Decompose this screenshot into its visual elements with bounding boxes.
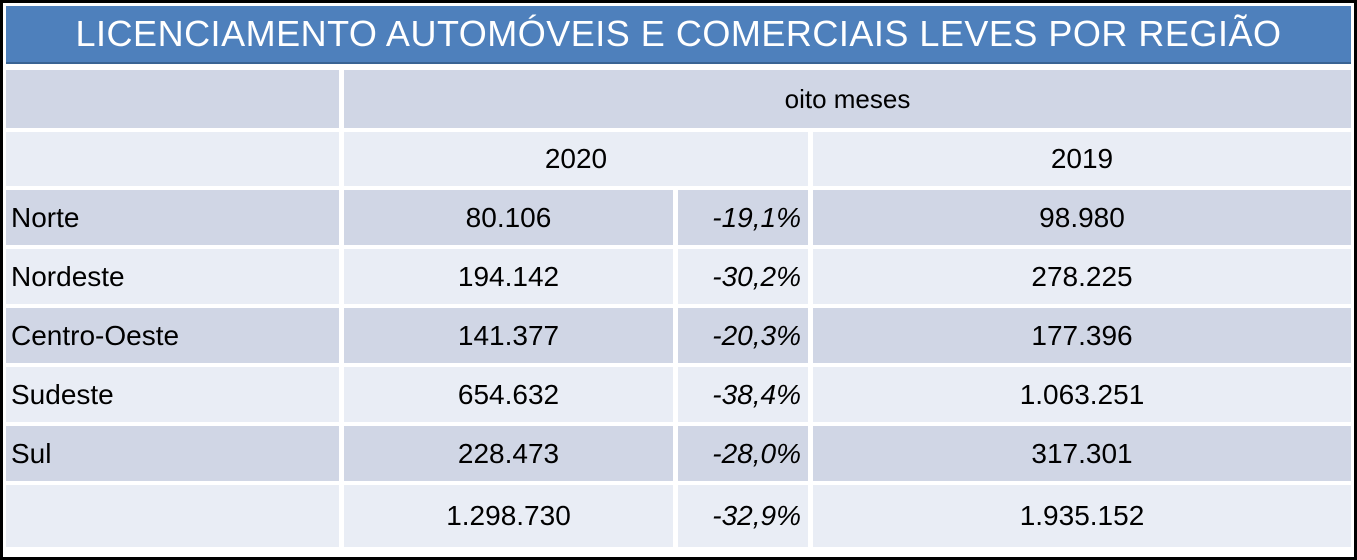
variation-pct-cell: -19,1%	[678, 190, 808, 245]
value-2019-cell: 317.301	[813, 426, 1351, 481]
variation-pct-cell: -30,2%	[678, 249, 808, 304]
value-2019-cell: 1.063.251	[813, 367, 1351, 422]
corner-cell	[6, 70, 339, 128]
value-2019-cell: 98.980	[813, 190, 1351, 245]
value-2020-cell: 141.377	[344, 308, 673, 363]
variation-pct-cell: -38,4%	[678, 367, 808, 422]
value-2020-cell: 80.106	[344, 190, 673, 245]
group-header-cell: oito meses	[344, 70, 1351, 128]
licensing-table: oito meses 2020 2019 Norte 80.106 -19,1%…	[6, 70, 1351, 547]
variation-pct-cell: -20,3%	[678, 308, 808, 363]
region-cell: Norte	[6, 190, 339, 245]
value-2020-cell: 194.142	[344, 249, 673, 304]
region-cell-total	[6, 485, 339, 547]
region-cell: Centro-Oeste	[6, 308, 339, 363]
value-2019-cell: 177.396	[813, 308, 1351, 363]
variation-pct-cell: -28,0%	[678, 426, 808, 481]
region-header-cell	[6, 132, 339, 186]
value-2019-total-cell: 1.935.152	[813, 485, 1351, 547]
year-header-2019: 2019	[813, 132, 1351, 186]
page-title: LICENCIAMENTO AUTOMÓVEIS E COMERCIAIS LE…	[6, 6, 1351, 64]
year-header-2020: 2020	[344, 132, 808, 186]
value-2020-cell: 654.632	[344, 367, 673, 422]
value-2020-cell: 228.473	[344, 426, 673, 481]
value-2019-cell: 278.225	[813, 249, 1351, 304]
region-cell: Nordeste	[6, 249, 339, 304]
value-2020-total-cell: 1.298.730	[344, 485, 673, 547]
region-cell: Sul	[6, 426, 339, 481]
region-cell: Sudeste	[6, 367, 339, 422]
variation-pct-total-cell: -32,9%	[678, 485, 808, 547]
